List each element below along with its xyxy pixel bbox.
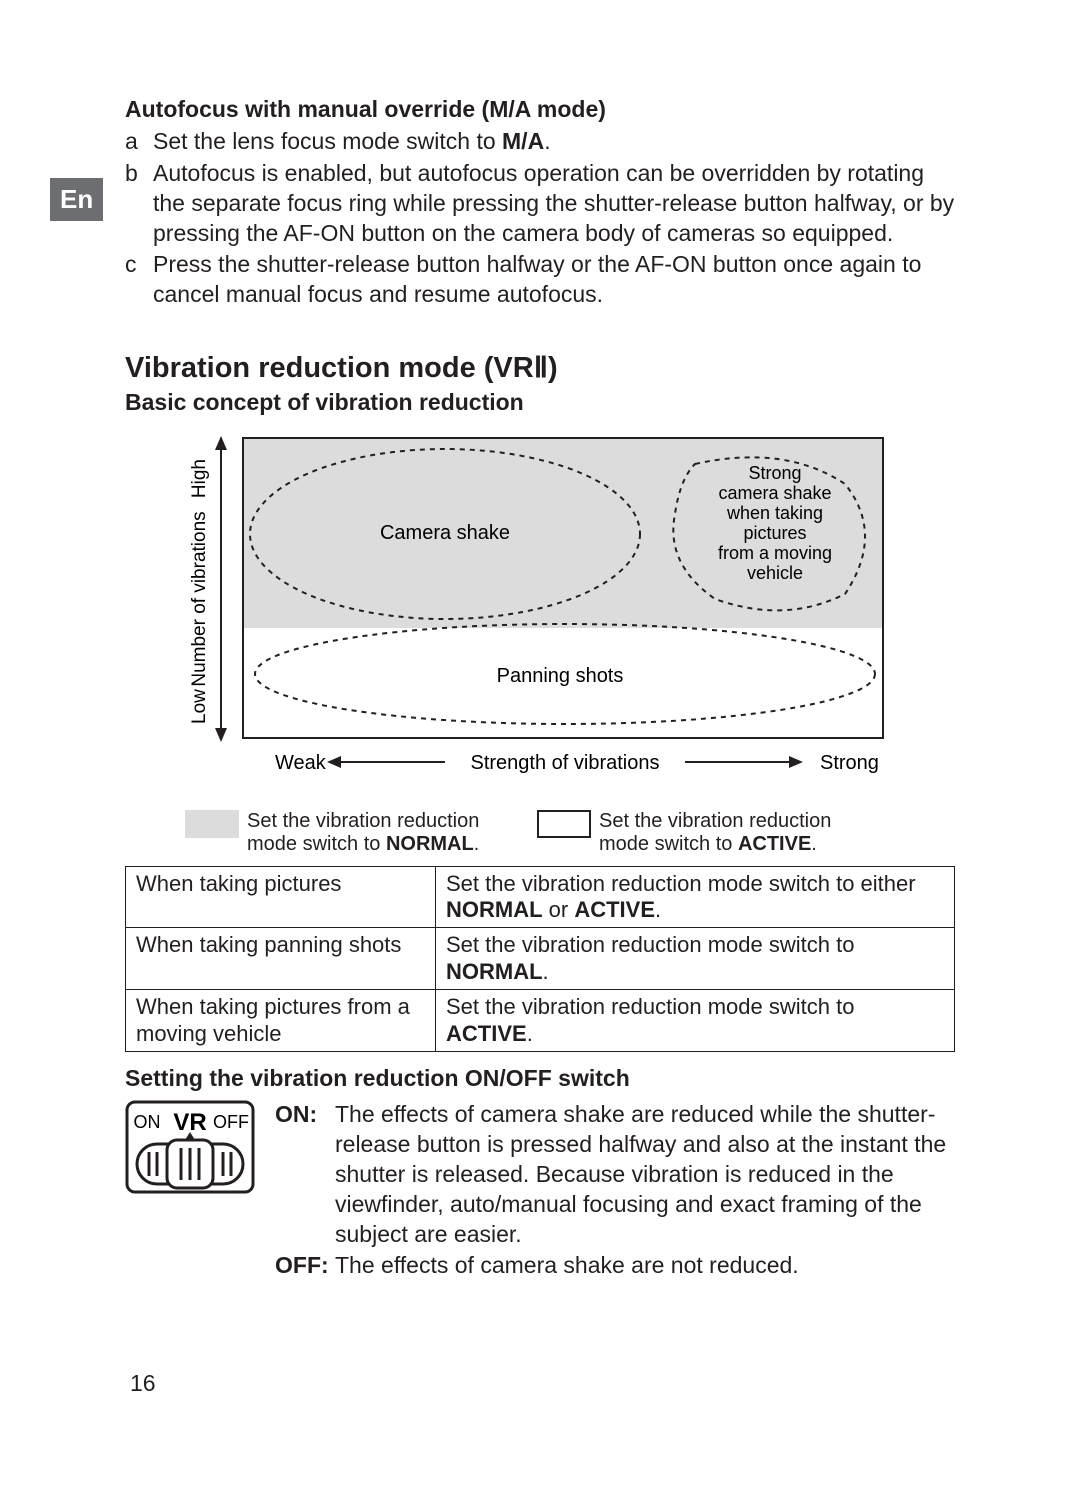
legend-text: Set the vibration reduction mode switch … (599, 810, 859, 856)
diagram-svg: Low Number of vibrations High Camera sha… (185, 424, 905, 794)
vr-switch-icon: ON VR OFF (125, 1100, 255, 1195)
svg-text:Strong: Strong (748, 463, 801, 483)
svg-text:when taking: when taking (726, 503, 823, 523)
table-row: When taking pictures Set the vibration r… (126, 866, 955, 928)
table-cell: Set the vibration reduction mode switch … (436, 990, 955, 1052)
text-bold: M/A (502, 128, 544, 154)
svg-text:Low: Low (189, 689, 210, 724)
vr-title: Vibration reduction mode (VRⅡ) (125, 350, 955, 388)
page-content: Autofocus with manual override (M/A mode… (125, 95, 955, 1283)
def-row: OFF: The effects of camera shake are not… (275, 1251, 955, 1281)
def-body: The effects of camera shake are reduced … (335, 1100, 955, 1249)
table-cell: When taking panning shots (126, 928, 436, 990)
svg-text:camera shake: camera shake (718, 483, 831, 503)
switch-definitions: ON: The effects of camera shake are redu… (275, 1100, 955, 1283)
table-row: When taking panning shots Set the vibrat… (126, 928, 955, 990)
svg-text:VR: VR (173, 1109, 206, 1136)
def-label: ON: (275, 1100, 335, 1249)
def-row: ON: The effects of camera shake are redu… (275, 1100, 955, 1249)
list-item: b Autofocus is enabled, but autofocus op… (125, 159, 955, 249)
table-cell: When taking pictures (126, 866, 436, 928)
def-body: The effects of camera shake are not redu… (335, 1251, 955, 1281)
table-row: When taking pictures from a moving vehic… (126, 990, 955, 1052)
legend-text: Set the vibration reduction mode switch … (247, 810, 507, 856)
table-cell: Set the vibration reduction mode switch … (436, 866, 955, 928)
switch-heading: Setting the vibration reduction ON/OFF s… (125, 1064, 955, 1094)
table-cell: When taking pictures from a moving vehic… (126, 990, 436, 1052)
svg-text:High: High (189, 459, 210, 498)
switch-section: ON VR OFF ON: The effects of camera shak… (125, 1100, 955, 1283)
list-body: Autofocus is enabled, but autofocus oper… (153, 159, 955, 249)
svg-text:OFF: OFF (213, 1112, 249, 1132)
list-marker: b (125, 159, 153, 249)
autofocus-heading: Autofocus with manual override (M/A mode… (125, 95, 955, 125)
list-marker: c (125, 250, 153, 310)
language-tab: En (50, 178, 103, 221)
legend-swatch-gray (185, 810, 239, 838)
svg-text:from a moving: from a moving (718, 543, 832, 563)
table-cell: Set the vibration reduction mode switch … (436, 928, 955, 990)
svg-text:Strong: Strong (820, 752, 879, 774)
text: . (544, 128, 550, 154)
svg-text:Camera shake: Camera shake (380, 522, 510, 544)
text: Set the lens focus mode switch to (153, 128, 496, 154)
vr-modes-table: When taking pictures Set the vibration r… (125, 866, 955, 1052)
vr-diagram: Low Number of vibrations High Camera sha… (185, 424, 955, 802)
list-body: Set the lens focus mode switch to M/A. (153, 127, 955, 157)
svg-text:pictures: pictures (743, 523, 806, 543)
legend-swatch-outline (537, 810, 591, 838)
legend: Set the vibration reduction mode switch … (185, 810, 955, 856)
svg-text:Number of vibrations: Number of vibrations (189, 511, 210, 686)
list-marker: a (125, 127, 153, 157)
list-body: Press the shutter-release button halfway… (153, 250, 955, 310)
page-number: 16 (130, 1370, 156, 1397)
svg-text:Strength of vibrations: Strength of vibrations (471, 752, 660, 774)
list-item: c Press the shutter-release button halfw… (125, 250, 955, 310)
def-label: OFF: (275, 1251, 335, 1281)
vr-subtitle: Basic concept of vibration reduction (125, 388, 955, 418)
list-item: a Set the lens focus mode switch to M/A. (125, 127, 955, 157)
svg-text:ON: ON (134, 1112, 161, 1132)
svg-text:vehicle: vehicle (747, 563, 803, 583)
svg-text:Weak: Weak (275, 752, 327, 774)
svg-text:Panning shots: Panning shots (497, 665, 624, 687)
